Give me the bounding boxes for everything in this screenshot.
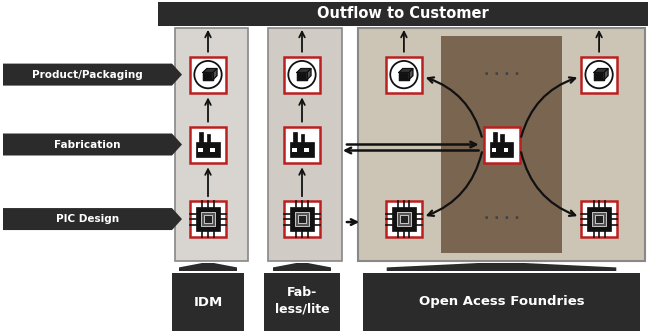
FancyBboxPatch shape xyxy=(292,148,296,152)
Text: Fabrication: Fabrication xyxy=(54,140,121,150)
FancyBboxPatch shape xyxy=(295,212,309,226)
FancyBboxPatch shape xyxy=(207,134,210,142)
Text: · · · ·: · · · · xyxy=(484,212,519,226)
Polygon shape xyxy=(399,69,413,73)
Polygon shape xyxy=(179,263,237,271)
Polygon shape xyxy=(594,69,608,73)
Polygon shape xyxy=(213,69,217,80)
FancyBboxPatch shape xyxy=(396,212,411,226)
FancyBboxPatch shape xyxy=(293,132,297,142)
Polygon shape xyxy=(297,69,311,73)
FancyBboxPatch shape xyxy=(592,212,606,226)
FancyBboxPatch shape xyxy=(358,28,645,261)
FancyBboxPatch shape xyxy=(201,212,215,226)
FancyBboxPatch shape xyxy=(484,127,519,163)
Text: ~: ~ xyxy=(212,132,218,138)
FancyBboxPatch shape xyxy=(400,215,408,223)
Text: Fab-
less/lite: Fab- less/lite xyxy=(275,286,330,315)
FancyBboxPatch shape xyxy=(190,127,226,163)
FancyBboxPatch shape xyxy=(211,148,214,152)
FancyBboxPatch shape xyxy=(301,134,304,142)
FancyBboxPatch shape xyxy=(298,215,306,223)
FancyBboxPatch shape xyxy=(392,207,416,231)
FancyBboxPatch shape xyxy=(196,142,220,157)
FancyBboxPatch shape xyxy=(581,201,617,237)
FancyBboxPatch shape xyxy=(492,148,496,152)
FancyBboxPatch shape xyxy=(284,201,320,237)
FancyBboxPatch shape xyxy=(204,215,212,223)
Polygon shape xyxy=(387,263,616,271)
FancyBboxPatch shape xyxy=(500,134,504,142)
Text: IDM: IDM xyxy=(194,295,222,308)
FancyBboxPatch shape xyxy=(441,36,562,253)
FancyBboxPatch shape xyxy=(190,57,226,93)
Polygon shape xyxy=(604,69,608,80)
FancyBboxPatch shape xyxy=(386,57,422,93)
FancyBboxPatch shape xyxy=(581,57,617,93)
FancyBboxPatch shape xyxy=(158,2,648,26)
Text: · · · ·: · · · · xyxy=(484,68,519,82)
FancyBboxPatch shape xyxy=(304,148,309,152)
FancyBboxPatch shape xyxy=(268,28,342,261)
FancyBboxPatch shape xyxy=(284,57,320,93)
Polygon shape xyxy=(399,73,409,80)
FancyBboxPatch shape xyxy=(198,148,203,152)
FancyBboxPatch shape xyxy=(363,273,640,331)
FancyBboxPatch shape xyxy=(595,215,603,223)
Text: Product/Packaging: Product/Packaging xyxy=(32,70,143,80)
Polygon shape xyxy=(273,263,331,271)
FancyBboxPatch shape xyxy=(284,127,320,163)
FancyBboxPatch shape xyxy=(490,142,513,157)
FancyBboxPatch shape xyxy=(587,207,611,231)
FancyBboxPatch shape xyxy=(196,207,220,231)
FancyBboxPatch shape xyxy=(493,132,497,142)
FancyBboxPatch shape xyxy=(190,201,226,237)
Polygon shape xyxy=(3,134,182,156)
Text: Outflow to Customer: Outflow to Customer xyxy=(317,7,489,22)
Polygon shape xyxy=(594,73,604,80)
Text: PIC Design: PIC Design xyxy=(56,214,119,224)
FancyBboxPatch shape xyxy=(290,207,314,231)
Polygon shape xyxy=(307,69,311,80)
FancyBboxPatch shape xyxy=(264,273,340,331)
FancyBboxPatch shape xyxy=(175,28,248,261)
Polygon shape xyxy=(3,208,182,230)
Polygon shape xyxy=(203,69,217,73)
Text: ~: ~ xyxy=(506,132,512,138)
FancyBboxPatch shape xyxy=(199,132,203,142)
FancyBboxPatch shape xyxy=(291,142,314,157)
FancyBboxPatch shape xyxy=(172,273,244,331)
Polygon shape xyxy=(297,73,307,80)
FancyBboxPatch shape xyxy=(386,201,422,237)
Text: Open Acess Foundries: Open Acess Foundries xyxy=(419,295,584,308)
Polygon shape xyxy=(3,64,182,86)
Text: ~: ~ xyxy=(306,132,312,138)
Polygon shape xyxy=(203,73,213,80)
Polygon shape xyxy=(409,69,413,80)
FancyBboxPatch shape xyxy=(504,148,508,152)
